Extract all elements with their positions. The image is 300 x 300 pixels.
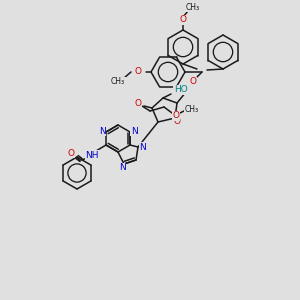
- Text: N: N: [118, 164, 125, 172]
- Text: CH₃: CH₃: [111, 77, 125, 86]
- Text: CH₃: CH₃: [186, 2, 200, 11]
- Text: N: N: [99, 127, 105, 136]
- Text: O: O: [190, 77, 196, 86]
- Text: O: O: [172, 112, 179, 121]
- Text: HO: HO: [174, 85, 188, 94]
- Text: O: O: [179, 16, 187, 25]
- Text: CH₃: CH₃: [185, 104, 199, 113]
- Text: O: O: [134, 98, 142, 107]
- Text: NH: NH: [85, 151, 99, 160]
- Text: N: N: [140, 142, 146, 152]
- Text: O: O: [134, 68, 142, 76]
- Text: O: O: [173, 118, 181, 127]
- Text: N: N: [130, 127, 137, 136]
- Text: O: O: [68, 148, 74, 158]
